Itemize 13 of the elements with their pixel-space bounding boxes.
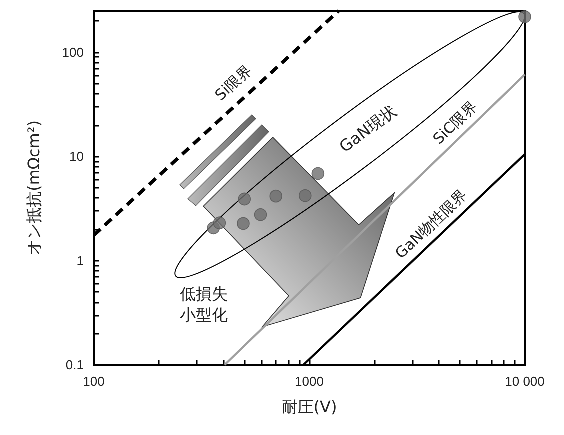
y-tick-label: 100	[62, 44, 84, 60]
text: SiC限界	[430, 98, 481, 148]
y-tick-label: 0.1	[66, 358, 84, 372]
y-tick-label: 10	[70, 149, 84, 164]
y-tick-label: 1	[76, 253, 84, 268]
y-axis-title: オン抵抗(mΩcm²)	[24, 120, 44, 256]
text: Si限界	[212, 62, 256, 104]
x-tick-label: 1000	[295, 374, 324, 389]
annotation: 低損失	[180, 284, 228, 304]
x-axis-title: 耐圧(V)	[282, 398, 338, 416]
annotation: 小型化	[180, 306, 228, 324]
x-tick-label: 100	[83, 374, 105, 389]
x-tick-label: 10 000	[505, 374, 545, 389]
